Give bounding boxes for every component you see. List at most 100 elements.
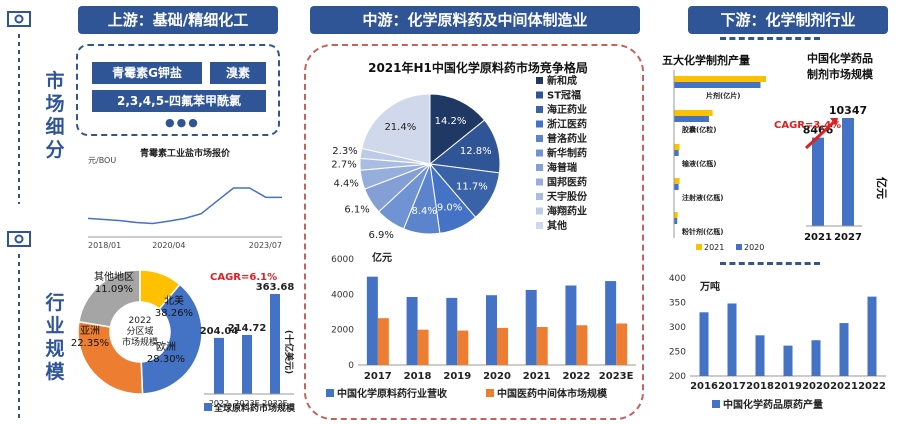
region-center-title: 2022 — [129, 316, 152, 326]
revenue-bar — [457, 330, 469, 365]
dmarket-ylabel: 亿元 — [875, 177, 889, 199]
region-label: 欧洲 — [156, 341, 176, 353]
competition-pie-chart: 2021年H1中国化学原料药市场竞争格局 14.2% 12.8% 11.7% 9.0%8… — [331, 60, 588, 241]
revenue-x-tick: 2023E — [599, 371, 634, 382]
revenue-bar — [497, 327, 508, 365]
competition-legend-swatch — [536, 207, 543, 215]
dmarket-trend-arrow — [804, 120, 836, 150]
dosage-legend-swatch — [696, 244, 702, 250]
dmarket-x-tick: 2027 — [834, 232, 862, 243]
separator-bottom — [720, 262, 820, 265]
competition-legend-swatch — [536, 178, 543, 186]
price-x-tick: 2020/04 — [152, 241, 185, 250]
region-value-label: 38.26% — [155, 308, 193, 319]
region-label: 亚洲 — [80, 325, 100, 337]
revenue-legend-swatch — [326, 389, 334, 397]
revenue-legend-label: 中国医药中间体市场规模 — [497, 387, 608, 400]
output-legend-swatch — [712, 400, 720, 408]
price-chart-title: 青霉素工业盐市场报价 — [140, 147, 231, 159]
competition-value-label: 21.4% — [384, 122, 416, 133]
competition-legend-swatch — [536, 164, 543, 171]
output-bar — [783, 345, 793, 376]
competition-value-label: 14.2% — [435, 116, 467, 127]
dosage-category-label: 输液(亿瓶) — [682, 159, 716, 168]
revenue-bar — [446, 297, 458, 365]
output-y-tick: 350 — [669, 299, 686, 309]
revenue-bar — [605, 281, 617, 365]
downstream-header: 下游：化学制剂行业 — [688, 6, 888, 34]
competition-value-label: 2.7% — [331, 159, 356, 170]
output-bar — [811, 340, 821, 376]
upstream-header: 上游：基础/精细化工 — [78, 6, 278, 34]
competition-legend-swatch — [536, 193, 543, 200]
competition-legend-label: 海翔药业 — [547, 205, 587, 218]
output-bar — [699, 312, 709, 376]
output-x-tick: 2017 — [718, 381, 746, 392]
price-chart-ylabel: 元/BOU — [88, 156, 116, 165]
dmarket-bar — [812, 137, 824, 226]
global-bar — [270, 294, 280, 394]
revenue-x-tick: 2017 — [364, 371, 392, 382]
competition-legend-swatch — [536, 91, 543, 99]
revenue-legend-label: 中国化学原料药行业营收 — [337, 387, 447, 400]
output-y-tick: 200 — [669, 372, 686, 382]
chip-bromine: 溴素 — [210, 62, 266, 84]
global-ylabel: (十亿美元) — [283, 330, 295, 374]
revenue-y-tick: 6000 — [331, 255, 354, 265]
dosage-legend-label: 2020 — [744, 243, 764, 252]
competition-legend-swatch — [536, 120, 543, 128]
dosage-category-label: 片剂(亿片) — [706, 91, 740, 100]
competition-title: 2021年H1中国化学原料药市场竞争格局 — [368, 60, 588, 75]
output-x-tick: 2018 — [746, 381, 774, 392]
arrow-head-icon — [830, 118, 838, 126]
competition-value-label: 12.8% — [460, 146, 492, 157]
region-value-label: 22.35% — [71, 338, 109, 349]
output-bar — [755, 335, 765, 376]
dosage-bar — [674, 76, 766, 82]
competition-value-label: 8.4% — [411, 206, 436, 217]
competition-legend-swatch — [536, 149, 543, 157]
dmarket-title: 中国化学药品 — [807, 51, 873, 65]
revenue-ylabel: 亿元 — [372, 251, 392, 264]
dmarket-title: 制剂市场规模 — [807, 67, 874, 81]
competition-value-label: 11.7% — [456, 182, 488, 193]
competition-slice — [361, 93, 431, 165]
sidebar-divider-top — [18, 34, 20, 204]
side-label-market: 市场细分 — [45, 70, 65, 161]
output-ylabel: 万吨 — [699, 280, 720, 293]
chip-penicillin: 青霉素G钾盐 — [92, 62, 202, 84]
dosage-bar — [674, 184, 679, 190]
revenue-bar — [616, 323, 628, 365]
global-value-label: 214.72 — [228, 323, 267, 334]
competition-legend-label: 新华制药 — [547, 147, 587, 160]
competition-legend-label: 其他 — [547, 219, 567, 232]
output-x-tick: 2019 — [774, 381, 802, 392]
competition-legend-swatch — [536, 222, 543, 229]
china-api-revenue-chart: 亿元 0 2000 4000 6000 2017 2018 2019 2020 2021 2022 2… — [326, 251, 636, 400]
competition-value-label: 6.1% — [344, 205, 369, 216]
dosage-category-label: 粉针剂(亿瓶) — [682, 227, 723, 236]
competition-legend-label: 海正药业 — [547, 103, 587, 116]
price-x-tick: 2023/07 — [249, 241, 282, 250]
competition-value-label: 4.4% — [334, 178, 359, 189]
competition-value-label: 6.9% — [368, 230, 393, 241]
dmarket-cagr: CAGR=3.4% — [774, 120, 841, 131]
output-y-tick: 400 — [669, 274, 686, 284]
dosage-category-label: 胶囊(亿粒) — [682, 125, 716, 134]
revenue-x-tick: 2021 — [523, 371, 551, 382]
revenue-x-tick: 2018 — [404, 371, 432, 382]
dosage-category-label: 注射液(亿瓶) — [682, 193, 723, 202]
competition-legend-label: 国邦医药 — [547, 176, 587, 189]
competition-value-label: 2.3% — [332, 146, 357, 157]
competition-slice — [429, 93, 486, 166]
competition-legend-label: 海普瑞 — [547, 161, 577, 174]
competition-legend-swatch — [536, 135, 543, 142]
competition-value-label: 9.0% — [437, 202, 462, 213]
competition-slice — [428, 119, 501, 174]
revenue-bar — [377, 318, 389, 365]
output-x-tick: 2022 — [858, 381, 886, 392]
competition-legend-label: 浙江医药 — [547, 118, 587, 131]
